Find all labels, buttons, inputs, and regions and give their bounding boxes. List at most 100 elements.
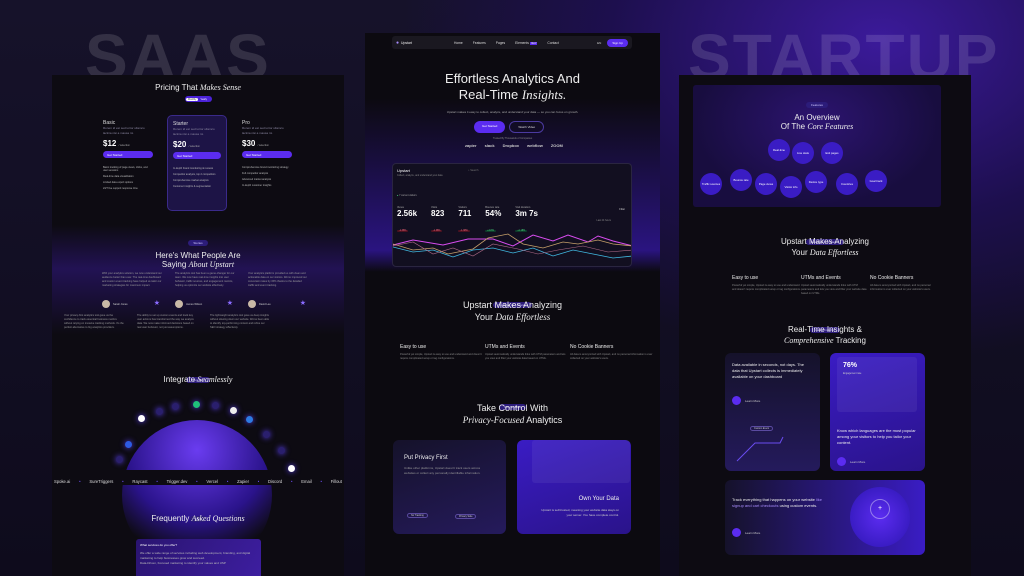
filter-button[interactable]: Filter <box>619 208 625 211</box>
testimonials-title: Here's What People Are <box>155 251 241 260</box>
stat-visits: Visits 823 -1.38% <box>431 206 445 232</box>
nav-home[interactable]: Home <box>453 40 463 45</box>
testimonials-section: Stories Here's What People Are Saying Ab… <box>52 225 344 335</box>
feature-utms: UTMs and Events Upstart automatically und… <box>801 275 867 295</box>
billing-toggle[interactable]: Monthly Yearly <box>185 96 212 102</box>
testimonial-card: The ability to set up custom events and … <box>137 314 194 329</box>
integration-icon <box>172 403 179 410</box>
faq-item-open[interactable]: What services do you offer? We offer a w… <box>136 539 261 576</box>
card-title: Own Your Data <box>578 496 619 502</box>
card-text: Track everything that happens on your we… <box>732 497 822 508</box>
plan-card-starter: Starter Rorem id est sed tortor ullamco … <box>167 115 227 211</box>
learn-more-link[interactable]: Learn More <box>732 396 760 405</box>
stat-visit-duration: Visit duration 3m 7s +1.18% <box>515 206 538 232</box>
nav-elements[interactable]: Elements NEW <box>515 40 538 45</box>
integration-icon <box>138 415 145 422</box>
star-icon: ★ <box>299 300 306 307</box>
section-pill: FAQ <box>189 516 206 522</box>
watch-video-button[interactable]: Watch Video <box>509 121 545 133</box>
faq-question[interactable]: What services do you offer? <box>140 543 178 547</box>
stats-row: Views 2.56k -1.38% Visits 823 -1.38% Visitor… <box>397 206 552 236</box>
plan-name: Pro <box>242 120 250 126</box>
features-title-2: Your Data Effortless <box>474 312 551 322</box>
own-data-card: Own Your Data Upstart is self-hosted, me… <box>517 440 631 534</box>
card-title: Put Privacy First <box>404 455 448 461</box>
feature-utms: UTMs and Events Upstart automatically und… <box>485 344 566 360</box>
section-pill: Integration <box>185 377 211 383</box>
card-text: Know which languages are the most popula… <box>837 428 916 445</box>
section-pill: Latest Insights <box>810 327 840 333</box>
section-pill: Features At A Glance <box>805 239 845 245</box>
privacy-title-2: Privacy-Focused Analytics <box>462 415 563 425</box>
privacy-title: Take Control With <box>476 403 549 413</box>
toggle-monthly[interactable]: Monthly <box>186 97 199 101</box>
integration-brand-list: Spoke.ai • SureTriggers • Raycast • Trigger… <box>54 479 342 484</box>
plan-card-basic: Basic Rorem id est sed tortor ullamco la… <box>98 115 158 211</box>
plan-price: $12 / selection <box>103 139 130 148</box>
privacy-card: Put Privacy First Unlike other platforms… <box>393 440 506 534</box>
arrow-icon <box>732 396 741 405</box>
insight-card-languages: 76% Engagement rate Know which languages… <box>830 353 925 471</box>
nav-contact[interactable]: Contact <box>547 40 559 45</box>
star-icon: ★ <box>153 300 160 307</box>
integration-icon <box>212 402 219 409</box>
feature-bubble: Visitor info <box>780 176 802 198</box>
dashboard-subtitle: Collect, analyze, and understand your da… <box>397 174 443 177</box>
plan-name: Basic <box>103 120 116 126</box>
plan-price: $30 / selection <box>242 139 269 148</box>
no-tracking-chip: No Tracking <box>407 513 428 518</box>
avatar <box>248 300 256 308</box>
get-started-button[interactable]: Get Started <box>474 121 506 133</box>
dashboard-brand: Upstart <box>397 168 410 173</box>
integration-icon <box>156 408 163 415</box>
feature-bubble: Countries <box>836 173 858 195</box>
privacy-chip: Privacy Safe <box>455 514 477 519</box>
testimonial-card: Your analytics platform provided us with… <box>248 272 307 308</box>
faq-bullet: Data-Driven, Focused marketing to identi… <box>140 561 226 565</box>
testimonial-card: The lightweight analytics tool gave us d… <box>210 314 270 329</box>
pricing-title: Pricing That Makes Sense <box>155 83 241 92</box>
feature-bubble: Device type <box>805 171 827 193</box>
feature-bubble: Traffic sources <box>700 173 722 195</box>
section-pill: Features At A Glance <box>493 302 532 308</box>
signup-button[interactable]: Sign Up <box>607 38 628 47</box>
logo-strip: zapier slack Dropbox webflow ZOOM <box>465 143 563 148</box>
dashboard-search[interactable]: ⌕ Search <box>468 169 479 172</box>
nav-features[interactable]: Features <box>472 40 486 45</box>
faq-title: Frequently Asked Questions <box>151 514 245 523</box>
nav-pages[interactable]: Pages <box>495 40 506 45</box>
logo-text[interactable]: Upstart <box>401 40 412 45</box>
date-range-select[interactable]: Last 24 hours <box>596 219 612 222</box>
testimonial-card: With your analytics solution, we now und… <box>102 272 162 308</box>
toggle-yearly[interactable]: Yearly <box>200 97 207 101</box>
integration-icon <box>125 441 132 448</box>
data-mockup <box>532 440 630 483</box>
integration-icon <box>263 431 270 438</box>
get-started-button[interactable]: Get Started <box>173 152 221 159</box>
stat-visitors: Visitors 711 -1.38% <box>458 206 472 232</box>
integration-icon <box>278 447 285 454</box>
learn-more-link[interactable]: Learn More <box>837 457 865 466</box>
feature-bubble: Exit pages <box>821 142 843 164</box>
features-grid: Easy to use Powerful yet simple, Upstart … <box>400 344 655 361</box>
feature-easy: Easy to use Powerful yet simple, Upstart … <box>732 275 801 291</box>
insight-card-realtime: Data available in seconds, not days. The… <box>725 353 820 471</box>
engagement-stat: 76% <box>843 362 858 369</box>
top-nav: ● Upstart Home Features Pages Elements N… <box>392 36 632 49</box>
get-started-button[interactable]: Get Started <box>242 151 292 158</box>
arrow-icon <box>837 457 846 466</box>
testimonials-title-2: Saying About Upstart <box>161 260 235 269</box>
features-title: Upstart Makes Analyzing <box>780 237 870 246</box>
feature-no-cookies: No Cookie Banners All data is anonymized … <box>870 275 931 291</box>
card-text: Data available in seconds, not days. The… <box>732 362 804 379</box>
get-started-button[interactable]: Get Started <box>103 151 153 158</box>
plan-desc: Rorem id est sed tortor ullamco lacinia … <box>103 126 145 135</box>
stat-views: Views 2.56k -1.38% <box>397 206 418 232</box>
main-preview-panel: ● Upstart Home Features Pages Elements N… <box>365 33 660 576</box>
feature-bubble: Bounce rate <box>730 169 752 191</box>
insights-title: Real-Time Insights & <box>788 325 862 334</box>
plan-desc: Rorem id est sed tortor ullamco lacinia … <box>242 126 284 135</box>
language-select[interactable]: EN <box>597 40 602 45</box>
learn-more-link[interactable]: Learn More <box>732 528 760 537</box>
stat-bounce-rate: Bounce rate 54% +2.8% <box>485 206 502 232</box>
